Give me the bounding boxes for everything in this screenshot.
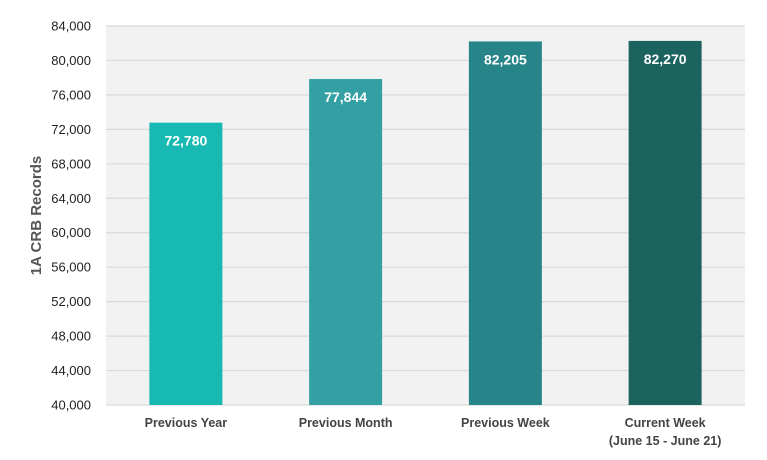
- y-tick-label: 84,000: [51, 19, 91, 34]
- data-label: 72,780: [164, 133, 207, 149]
- x-tick-label: Previous Week: [461, 416, 550, 430]
- y-tick-label: 64,000: [51, 191, 91, 206]
- x-tick-label: Current Week: [625, 416, 706, 430]
- bar: [149, 122, 223, 406]
- y-tick-label: 76,000: [51, 87, 91, 102]
- y-tick-label: 48,000: [51, 329, 91, 344]
- data-label: 82,205: [484, 51, 527, 67]
- y-tick-label: 40,000: [51, 398, 91, 413]
- x-tick-label: (June 15 - June 21): [609, 434, 722, 448]
- data-label: 82,270: [644, 51, 687, 67]
- bar: [468, 41, 542, 405]
- y-tick-label: 56,000: [51, 260, 91, 275]
- y-tick-label: 60,000: [51, 225, 91, 240]
- x-tick-label: Previous Year: [145, 416, 228, 430]
- y-axis-label: 1A CRB Records: [28, 156, 45, 275]
- y-tick-label: 52,000: [51, 294, 91, 309]
- data-label: 77,844: [324, 89, 367, 105]
- bar: [309, 79, 383, 405]
- y-tick-label: 44,000: [51, 363, 91, 378]
- y-tick-label: 72,000: [51, 122, 91, 137]
- bar: [628, 40, 702, 406]
- y-tick-label: 80,000: [51, 53, 91, 68]
- y-tick-label: 68,000: [51, 156, 91, 171]
- x-tick-label: Previous Month: [299, 416, 393, 430]
